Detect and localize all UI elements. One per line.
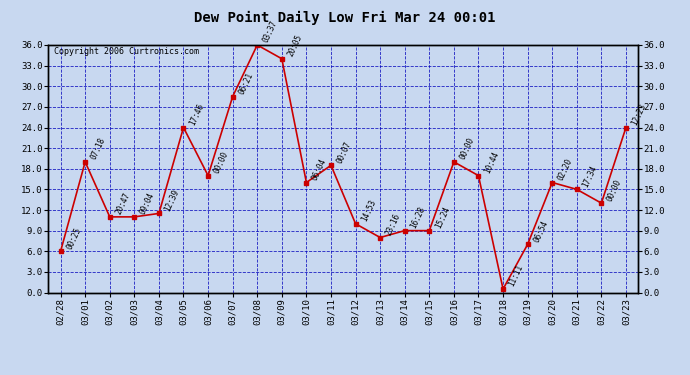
Text: 14:53: 14:53 [359,198,377,223]
Text: 12:39: 12:39 [163,188,181,213]
Text: Copyright 2006 Curtronics.com: Copyright 2006 Curtronics.com [55,48,199,57]
Text: 17:34: 17:34 [581,164,599,189]
Text: 03:37: 03:37 [262,20,279,44]
Text: Dew Point Daily Low Fri Mar 24 00:01: Dew Point Daily Low Fri Mar 24 00:01 [195,11,495,26]
Text: 06:21: 06:21 [237,71,255,96]
Text: 16:28: 16:28 [409,205,427,230]
Text: 11:11: 11:11 [507,264,525,288]
Text: 10:44: 10:44 [482,150,500,175]
Text: 07:18: 07:18 [89,136,107,161]
Text: 06:04: 06:04 [310,157,328,182]
Text: 20:47: 20:47 [114,191,132,216]
Text: 00:25: 00:25 [65,226,83,251]
Text: 00:00: 00:00 [606,178,624,203]
Text: 02:20: 02:20 [556,157,574,182]
Text: 00:07: 00:07 [335,140,353,165]
Text: 00:00: 00:00 [213,150,230,175]
Text: 12:23: 12:23 [630,102,648,127]
Text: 06:54: 06:54 [532,219,550,244]
Text: 15:24: 15:24 [433,205,451,230]
Text: 00:00: 00:00 [458,136,476,161]
Text: 23:16: 23:16 [384,212,402,237]
Text: 17:46: 17:46 [188,102,206,127]
Text: 20:05: 20:05 [286,33,304,58]
Text: 09:04: 09:04 [139,191,157,216]
